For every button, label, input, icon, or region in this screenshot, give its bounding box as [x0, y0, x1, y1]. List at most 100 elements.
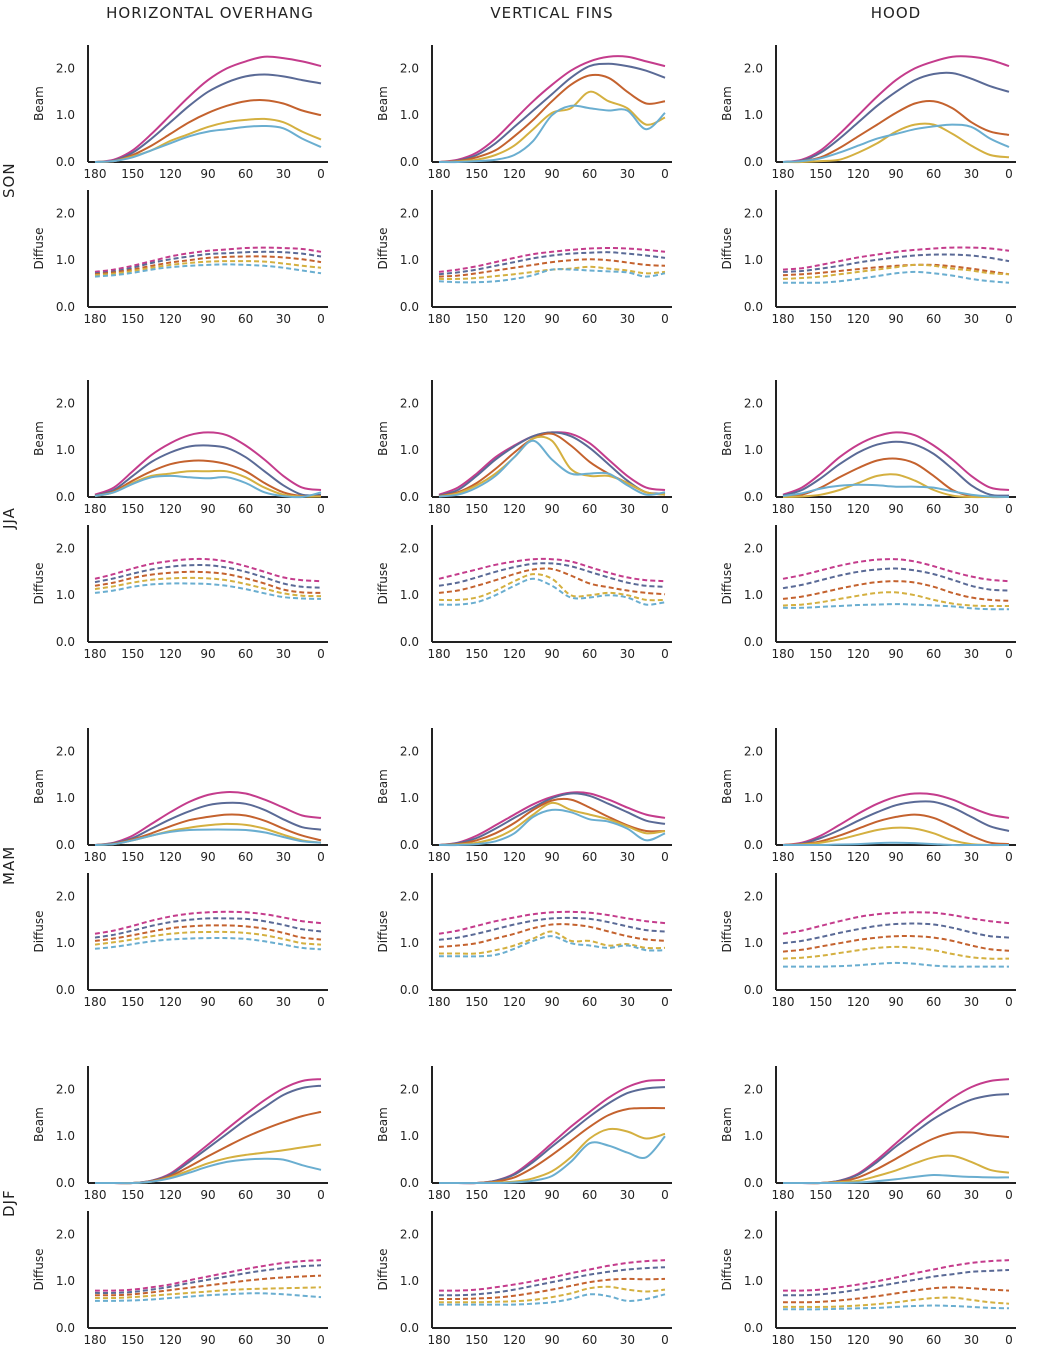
x-tick-label: 60 — [238, 995, 253, 1009]
y-tick-label: 2.0 — [400, 206, 419, 220]
x-tick-label: 0 — [661, 1333, 669, 1347]
series-line-navy — [94, 250, 322, 275]
x-tick-label: 90 — [544, 502, 559, 516]
x-tick-label: 120 — [503, 502, 526, 516]
y-tick-label: 2.0 — [56, 744, 75, 758]
y-tick-label: 0.0 — [744, 1321, 763, 1335]
x-tick-label: 60 — [582, 1333, 597, 1347]
x-tick-label: 150 — [809, 850, 832, 864]
series-line-navy — [439, 1086, 666, 1185]
x-tick-label: 60 — [926, 995, 941, 1009]
x-tick-label: 150 — [121, 502, 144, 516]
series-line-gold — [783, 1296, 1010, 1308]
y-tick-label: 2.0 — [56, 1082, 75, 1096]
series-line-magenta — [782, 558, 1010, 583]
y-tick-label: 1.0 — [400, 443, 419, 457]
x-tick-label: 150 — [465, 312, 488, 326]
x-tick-label: 30 — [276, 995, 291, 1009]
x-tick-label: 120 — [847, 995, 870, 1009]
y-tick-label: 1.0 — [400, 108, 419, 122]
y-tick-label: 0.0 — [744, 838, 763, 852]
series-line-orange — [783, 1286, 1010, 1304]
y-tick-label: 0.0 — [56, 1321, 75, 1335]
series-line-magenta — [94, 791, 322, 846]
x-tick-label: 150 — [121, 647, 144, 661]
y-tick-label: 0.0 — [744, 983, 763, 997]
series-line-orange — [782, 580, 1010, 602]
x-tick-label: 60 — [926, 1333, 941, 1347]
x-tick-label: 150 — [121, 167, 144, 181]
series-line-navy — [438, 431, 666, 497]
x-tick-label: 60 — [582, 312, 597, 326]
series-line-magenta — [94, 55, 322, 163]
series-line-orange — [94, 1274, 322, 1297]
x-tick-label: 90 — [200, 1333, 215, 1347]
series-line-sky — [783, 1173, 1010, 1185]
x-tick-label: 0 — [661, 850, 669, 864]
x-tick-label: 60 — [582, 995, 597, 1009]
series-line-sky — [438, 439, 666, 498]
y-tick-label: 0.0 — [56, 155, 75, 169]
x-tick-label: 120 — [847, 1333, 870, 1347]
y-tick-label: 0.0 — [400, 838, 419, 852]
series-line-orange — [94, 570, 322, 594]
y-axis-label: Diffuse — [720, 910, 734, 952]
x-tick-label: 120 — [847, 502, 870, 516]
x-tick-label: 30 — [276, 850, 291, 864]
series-line-navy — [438, 916, 666, 941]
series-line-navy — [94, 801, 322, 846]
y-tick-label: 0.0 — [56, 490, 75, 504]
x-tick-label: 30 — [620, 850, 635, 864]
y-tick-label: 2.0 — [56, 396, 75, 410]
column-title-horizontal-overhang: HORIZONTAL OVERHANG — [106, 4, 314, 22]
x-tick-label: 180 — [772, 1188, 795, 1202]
y-axis-label: Diffuse — [32, 227, 46, 269]
series-line-magenta — [438, 791, 666, 846]
x-tick-label: 30 — [964, 502, 979, 516]
series-line-magenta — [438, 55, 666, 163]
x-tick-label: 30 — [964, 995, 979, 1009]
y-tick-label: 0.0 — [56, 983, 75, 997]
panel-jja-vertical-fins-diffuse: 0.0 1.0 2.0 180 150 120 90 60 30 0 Diffuse — [376, 525, 672, 661]
series-line-sky — [95, 1157, 322, 1185]
y-axis-label: Beam — [720, 421, 734, 456]
x-tick-label: 0 — [1005, 850, 1013, 864]
series-line-magenta — [438, 246, 666, 273]
series-line-sky — [783, 270, 1010, 284]
y-tick-label: 0.0 — [744, 155, 763, 169]
y-tick-label: 1.0 — [744, 108, 763, 122]
x-tick-label: 0 — [1005, 312, 1013, 326]
series-line-orange — [438, 258, 666, 278]
y-tick-label: 2.0 — [400, 396, 419, 410]
y-tick-label: 1.0 — [56, 1129, 75, 1143]
x-tick-label: 90 — [888, 995, 903, 1009]
x-tick-label: 30 — [964, 850, 979, 864]
x-tick-label: 0 — [1005, 1333, 1013, 1347]
series-line-magenta — [438, 910, 666, 935]
x-tick-label: 90 — [200, 167, 215, 181]
x-tick-label: 180 — [772, 850, 795, 864]
series-line-navy — [782, 253, 1010, 273]
x-tick-label: 150 — [809, 502, 832, 516]
x-tick-label: 30 — [620, 167, 635, 181]
y-tick-label: 2.0 — [400, 744, 419, 758]
column-title-vertical-fins: VERTICAL FINS — [490, 4, 614, 22]
y-tick-label: 2.0 — [400, 1082, 419, 1096]
y-tick-label: 1.0 — [744, 1274, 763, 1288]
x-tick-label: 0 — [1005, 647, 1013, 661]
x-tick-label: 30 — [964, 312, 979, 326]
x-tick-label: 120 — [503, 1333, 526, 1347]
x-tick-label: 150 — [465, 850, 488, 864]
x-tick-label: 150 — [121, 312, 144, 326]
x-tick-label: 180 — [772, 1333, 795, 1347]
series-line-gold — [782, 473, 1010, 499]
x-tick-label: 150 — [809, 167, 832, 181]
x-tick-label: 180 — [772, 312, 795, 326]
y-axis-label: Beam — [720, 86, 734, 121]
x-tick-label: 60 — [926, 502, 941, 516]
series-line-sky — [782, 123, 1010, 163]
x-tick-label: 120 — [159, 502, 182, 516]
series-line-magenta — [438, 1259, 666, 1292]
x-tick-label: 0 — [317, 647, 325, 661]
x-tick-label: 30 — [620, 647, 635, 661]
